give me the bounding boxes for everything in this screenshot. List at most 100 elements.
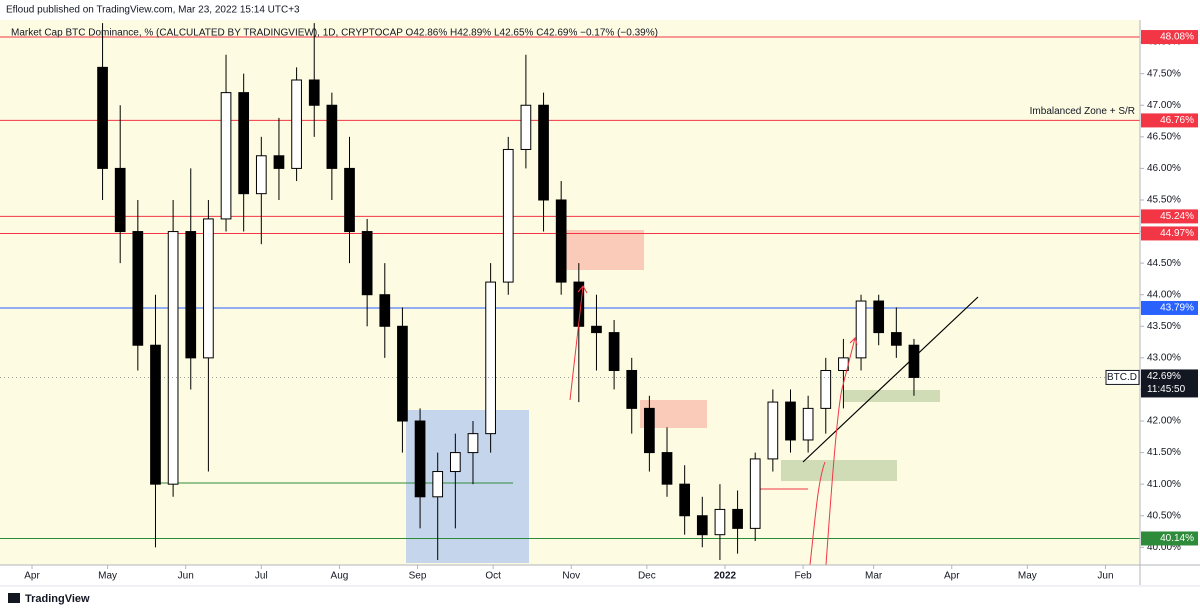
- countdown: 11:45:50: [1147, 384, 1186, 395]
- zone: [781, 460, 897, 481]
- candle-body: [732, 508, 743, 529]
- level-label: 46.76%: [1160, 115, 1194, 126]
- candle-body: [873, 300, 885, 334]
- x-tick-label: Aug: [331, 571, 349, 582]
- candle-body: [591, 325, 602, 334]
- candle-body: [114, 167, 126, 233]
- zone: [844, 390, 940, 402]
- y-tick-label: 44.50%: [1147, 258, 1181, 269]
- candle-body: [785, 401, 796, 441]
- candle-body: [608, 332, 620, 371]
- price-bg: [1141, 369, 1198, 398]
- level-label: 45.24%: [1160, 211, 1194, 222]
- x-tick-label: Feb: [794, 571, 812, 582]
- level-label-bg: [1141, 209, 1198, 224]
- x-tick-label: May: [1018, 571, 1037, 582]
- candle-body: [132, 231, 144, 346]
- y-tick-label: 46.50%: [1147, 131, 1181, 142]
- drawings-top: [569, 285, 979, 566]
- level-label: 48.08%: [1160, 32, 1194, 43]
- candle-body: [679, 483, 691, 517]
- candle-body: [414, 420, 426, 498]
- level-label: 43.79%: [1160, 303, 1194, 314]
- candle-body: [167, 231, 179, 485]
- level-label-bg: [1141, 531, 1198, 546]
- candle-body: [449, 452, 461, 473]
- y-tick-label: 41.50%: [1147, 447, 1181, 458]
- candle-body: [203, 218, 214, 359]
- logo: [8, 593, 20, 603]
- y-tick-label: 47.00%: [1147, 100, 1181, 111]
- arrow: [842, 337, 858, 386]
- candle-body: [555, 199, 567, 283]
- level-label-bg: [1141, 30, 1198, 45]
- zone: [406, 410, 529, 563]
- symbol: BTC.D: [1107, 372, 1137, 383]
- y-tick-label: 41.00%: [1147, 479, 1181, 490]
- candle-body: [379, 294, 391, 327]
- level-label-bg: [1141, 226, 1198, 241]
- x-tick-label: Oct: [485, 571, 501, 582]
- candle-body: [308, 79, 320, 106]
- candle-body: [467, 433, 479, 454]
- level-label-bg: [1141, 113, 1198, 128]
- candle-body: [520, 104, 532, 150]
- y-tick-label: 40.50%: [1147, 510, 1181, 521]
- level-label-bg: [1141, 300, 1198, 315]
- x-tick-label: Jun: [178, 571, 194, 582]
- candle-body: [255, 155, 267, 195]
- candle-body: [291, 79, 302, 169]
- y-tick-label: 46.00%: [1147, 163, 1181, 174]
- candle-body: [661, 452, 673, 485]
- candle-body: [344, 167, 355, 233]
- symbol-bg: [1105, 369, 1140, 385]
- x-tick-label: Apr: [944, 571, 960, 582]
- publisher: Efloud published on TradingView.com, Mar…: [6, 5, 300, 16]
- candle-body: [150, 344, 161, 485]
- y-tick-label: 40.00%: [1147, 542, 1181, 553]
- brand: TradingView: [25, 593, 90, 605]
- candle-body: [767, 401, 779, 460]
- candle-body: [626, 369, 638, 409]
- arrow: [569, 285, 588, 401]
- candle-body: [644, 407, 655, 454]
- level-label: 40.14%: [1160, 533, 1194, 544]
- x-tick-label: Sep: [409, 571, 427, 582]
- x-tick-label: Jun: [1097, 571, 1113, 582]
- candle-body: [696, 515, 708, 536]
- y-tick-label: 44.00%: [1147, 289, 1181, 300]
- x-tick-label: Jul: [255, 571, 268, 582]
- x-tick-label: 2022: [714, 571, 737, 582]
- candle-body: [432, 471, 444, 498]
- x-tick-label: Apr: [24, 571, 40, 582]
- candle-body: [502, 148, 514, 283]
- x-tick-label: Dec: [638, 571, 656, 582]
- y-tick-label: 47.50%: [1147, 68, 1181, 79]
- candle-body: [273, 155, 285, 169]
- candle-body: [855, 300, 867, 359]
- candle-body: [485, 281, 496, 435]
- x-tick-label: Mar: [865, 571, 883, 582]
- candle-body: [538, 104, 549, 201]
- arrow: [809, 384, 844, 566]
- level-label: 44.97%: [1160, 228, 1194, 239]
- candle-body: [185, 231, 197, 359]
- candle-body: [802, 407, 814, 441]
- candle-body: [361, 231, 373, 296]
- candle-body: [97, 66, 108, 169]
- candle-body: [326, 104, 338, 169]
- zone: [560, 230, 644, 270]
- y-tick-label: 43.00%: [1147, 353, 1181, 364]
- candle-body: [749, 458, 761, 529]
- y-tick-label: 43.50%: [1147, 321, 1181, 332]
- candle-body: [820, 369, 832, 409]
- y-tick-label: 42.00%: [1147, 416, 1181, 427]
- candle-body: [238, 92, 250, 195]
- x-tick-label: Nov: [562, 571, 580, 582]
- chart-title: Market Cap BTC Dominance, % (CALCULATED …: [11, 28, 658, 39]
- x-tick-label: May: [98, 571, 117, 582]
- candle-body: [714, 508, 726, 536]
- plot: [0, 23, 1140, 560]
